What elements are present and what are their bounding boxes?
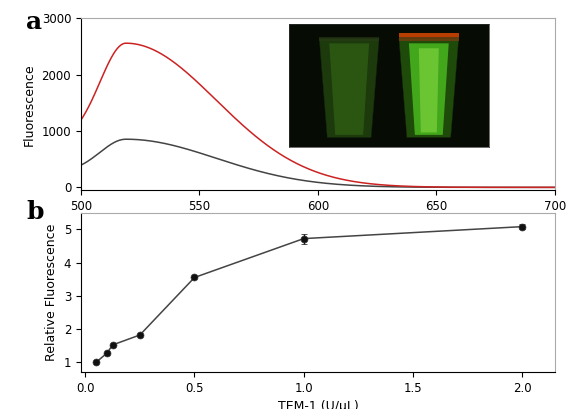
Text: b: b — [27, 200, 44, 224]
Y-axis label: Relative Fluorescence: Relative Fluorescence — [45, 224, 58, 361]
X-axis label: λ (nm): λ (nm) — [297, 218, 339, 231]
Text: a: a — [27, 10, 43, 34]
X-axis label: TEM-1 (U/μL): TEM-1 (U/μL) — [277, 400, 358, 409]
Y-axis label: Fluorescence: Fluorescence — [23, 63, 36, 146]
